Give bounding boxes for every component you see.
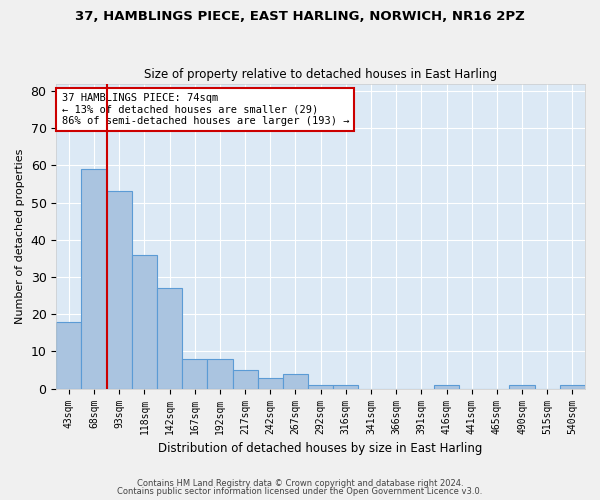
Bar <box>434 385 459 388</box>
Text: 37, HAMBLINGS PIECE, EAST HARLING, NORWICH, NR16 2PZ: 37, HAMBLINGS PIECE, EAST HARLING, NORWI… <box>75 10 525 23</box>
Bar <box>82 169 107 388</box>
Bar <box>56 322 82 388</box>
Bar <box>283 374 308 388</box>
Y-axis label: Number of detached properties: Number of detached properties <box>15 148 25 324</box>
Bar <box>308 385 333 388</box>
Text: 37 HAMBLINGS PIECE: 74sqm
← 13% of detached houses are smaller (29)
86% of semi-: 37 HAMBLINGS PIECE: 74sqm ← 13% of detac… <box>62 92 349 126</box>
Bar <box>509 385 535 388</box>
Bar <box>560 385 585 388</box>
Bar <box>257 378 283 388</box>
Bar <box>157 288 182 388</box>
Bar <box>132 254 157 388</box>
Bar <box>233 370 257 388</box>
Text: Contains HM Land Registry data © Crown copyright and database right 2024.: Contains HM Land Registry data © Crown c… <box>137 478 463 488</box>
Title: Size of property relative to detached houses in East Harling: Size of property relative to detached ho… <box>144 68 497 81</box>
Bar <box>107 192 132 388</box>
X-axis label: Distribution of detached houses by size in East Harling: Distribution of detached houses by size … <box>158 442 483 455</box>
Bar <box>208 359 233 388</box>
Bar <box>333 385 358 388</box>
Text: Contains public sector information licensed under the Open Government Licence v3: Contains public sector information licen… <box>118 487 482 496</box>
Bar <box>182 359 208 388</box>
